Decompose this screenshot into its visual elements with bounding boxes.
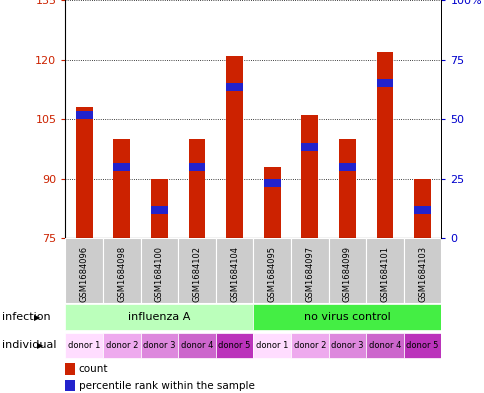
Text: GSM1684095: GSM1684095 [267, 246, 276, 302]
Text: ▶: ▶ [34, 313, 40, 321]
Bar [338, 163, 355, 171]
Bar [290, 333, 328, 358]
Bar [140, 238, 178, 303]
Bar [226, 55, 242, 238]
Bar [103, 238, 140, 303]
Text: count: count [78, 364, 108, 374]
Text: GSM1684098: GSM1684098 [117, 246, 126, 302]
Bar [65, 305, 253, 330]
Text: GSM1684103: GSM1684103 [417, 246, 426, 302]
Bar [113, 139, 130, 238]
Text: individual: individual [2, 340, 57, 351]
Bar [103, 333, 140, 358]
Bar [328, 238, 365, 303]
Bar [301, 115, 318, 238]
Text: donor 3: donor 3 [143, 341, 175, 350]
Bar [403, 238, 440, 303]
Bar [253, 305, 440, 330]
Text: no virus control: no virus control [303, 312, 390, 322]
Text: donor 1: donor 1 [68, 341, 100, 350]
Text: GSM1684099: GSM1684099 [342, 246, 351, 302]
Bar [376, 51, 393, 238]
Text: donor 2: donor 2 [293, 341, 325, 350]
Bar [76, 107, 92, 238]
Bar [188, 163, 205, 171]
Bar [113, 163, 130, 171]
Text: donor 2: donor 2 [106, 341, 138, 350]
Bar [65, 363, 75, 375]
Bar [178, 238, 215, 303]
Bar [413, 206, 430, 214]
Text: donor 1: donor 1 [256, 341, 288, 350]
Text: GSM1684104: GSM1684104 [229, 246, 239, 302]
Bar [263, 178, 280, 187]
Bar [365, 333, 403, 358]
Text: infection: infection [2, 312, 51, 322]
Text: donor 3: donor 3 [331, 341, 363, 350]
Text: ▶: ▶ [37, 341, 44, 350]
Text: donor 5: donor 5 [406, 341, 438, 350]
Bar [65, 238, 103, 303]
Bar [76, 111, 92, 119]
Text: percentile rank within the sample: percentile rank within the sample [78, 381, 254, 391]
Bar [338, 139, 355, 238]
Bar [301, 143, 318, 151]
Bar [151, 206, 167, 214]
Bar [178, 333, 215, 358]
Text: GSM1684101: GSM1684101 [379, 246, 389, 302]
Text: donor 4: donor 4 [181, 341, 213, 350]
Bar [215, 333, 253, 358]
Text: GSM1684096: GSM1684096 [79, 246, 89, 302]
Bar [188, 139, 205, 238]
Bar [403, 333, 440, 358]
Text: GSM1684100: GSM1684100 [154, 246, 164, 302]
Bar [215, 238, 253, 303]
Text: GSM1684097: GSM1684097 [304, 246, 314, 302]
Bar [328, 333, 365, 358]
Bar [140, 333, 178, 358]
Bar [151, 178, 167, 238]
Text: donor 4: donor 4 [368, 341, 400, 350]
Bar [65, 380, 75, 391]
Text: donor 5: donor 5 [218, 341, 250, 350]
Bar [226, 83, 242, 91]
Bar [365, 238, 403, 303]
Bar [376, 79, 393, 87]
Bar [413, 178, 430, 238]
Bar [263, 167, 280, 238]
Text: influenza A: influenza A [128, 312, 190, 322]
Bar [65, 333, 103, 358]
Text: GSM1684102: GSM1684102 [192, 246, 201, 302]
Bar [253, 333, 290, 358]
Bar [290, 238, 328, 303]
Bar [253, 238, 290, 303]
